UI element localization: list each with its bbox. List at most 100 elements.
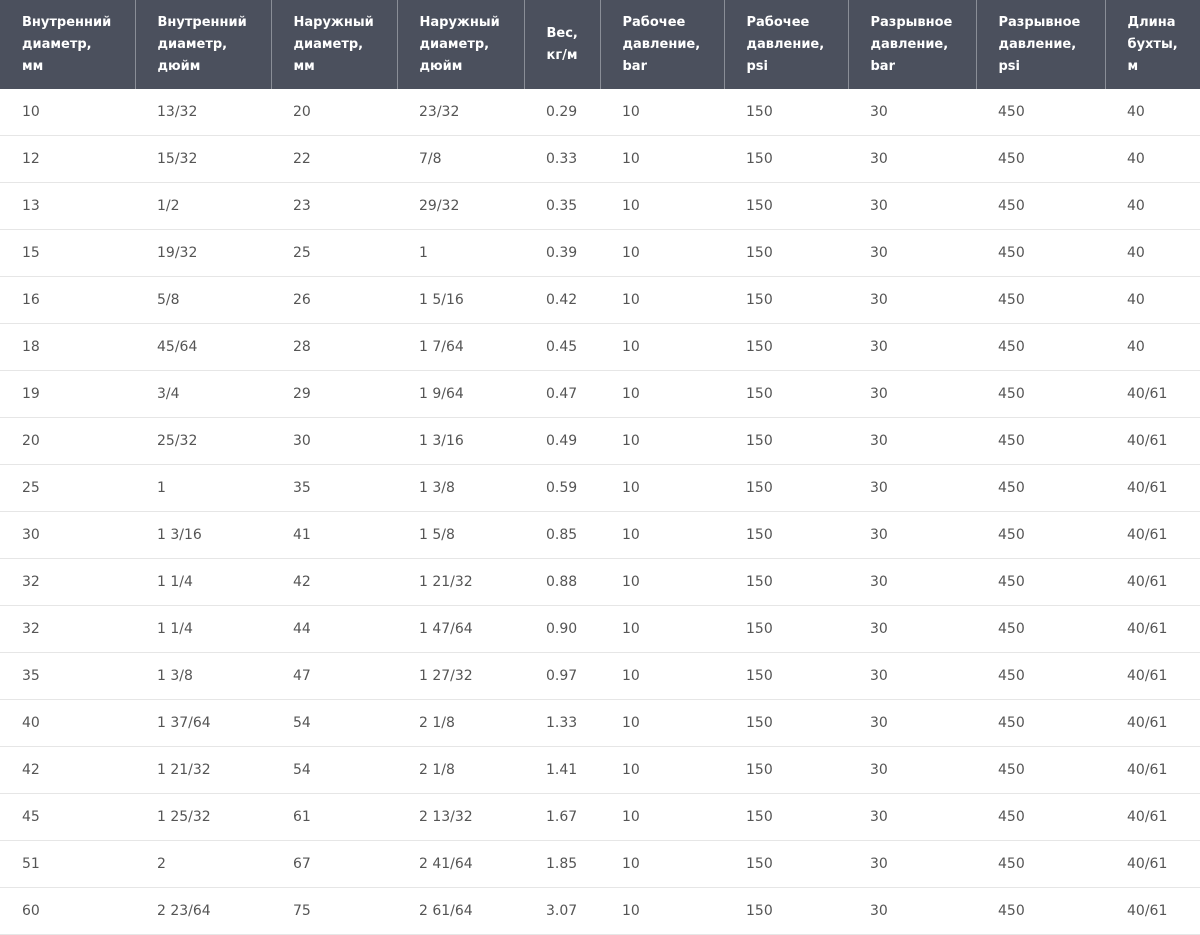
header-line: мм [294, 56, 397, 78]
table-cell: 32 [0, 559, 135, 606]
table-cell: 3.07 [524, 888, 600, 935]
table-cell: 45 [0, 794, 135, 841]
table-cell: 75 [271, 888, 397, 935]
table-cell: 450 [976, 841, 1105, 888]
table-cell: 3/4 [135, 371, 271, 418]
header-line: Разрывное [871, 12, 976, 34]
table-cell: 25 [271, 230, 397, 277]
header-line: psi [747, 56, 848, 78]
table-cell: 450 [976, 230, 1105, 277]
table-cell: 0.90 [524, 606, 600, 653]
table-cell: 10 [600, 700, 724, 747]
table-cell: 0.49 [524, 418, 600, 465]
table-cell: 0.45 [524, 324, 600, 371]
header-line: Рабочее [623, 12, 724, 34]
table-cell: 40 [1105, 230, 1200, 277]
table-cell: 1 47/64 [397, 606, 524, 653]
table-cell: 1 3/16 [397, 418, 524, 465]
table-cell: 30 [848, 606, 976, 653]
table-cell: 13 [0, 183, 135, 230]
table-cell: 0.42 [524, 277, 600, 324]
table-cell: 10 [600, 277, 724, 324]
table-cell: 40/61 [1105, 512, 1200, 559]
header-line: диаметр, [22, 34, 135, 56]
table-cell: 1 9/64 [397, 371, 524, 418]
header-line: Наружный [420, 12, 524, 34]
table-cell: 1 27/32 [397, 653, 524, 700]
table-cell: 19 [0, 371, 135, 418]
table-cell: 0.29 [524, 89, 600, 136]
table-cell: 150 [724, 183, 848, 230]
table-cell: 1 5/8 [397, 512, 524, 559]
table-cell: 2 61/64 [397, 888, 524, 935]
table-cell: 1 37/64 [135, 700, 271, 747]
table-cell: 44 [271, 606, 397, 653]
table-cell: 40/61 [1105, 888, 1200, 935]
header-line: бухты, [1128, 34, 1200, 56]
header-line: м [1128, 56, 1200, 78]
table-cell: 10 [600, 653, 724, 700]
table-cell: 450 [976, 418, 1105, 465]
table-cell: 150 [724, 794, 848, 841]
table-cell: 25/32 [135, 418, 271, 465]
table-cell: 1.33 [524, 700, 600, 747]
header-line: давление, [747, 34, 848, 56]
table-cell: 10 [600, 512, 724, 559]
table-cell: 450 [976, 371, 1105, 418]
header-cell: Вес,кг/м [524, 0, 600, 89]
table-cell: 23/32 [397, 89, 524, 136]
table-cell: 10 [600, 371, 724, 418]
table-cell: 7/8 [397, 136, 524, 183]
header-line: диаметр, [294, 34, 397, 56]
table-cell: 450 [976, 700, 1105, 747]
table-cell: 450 [976, 888, 1105, 935]
table-cell: 0.97 [524, 653, 600, 700]
table-cell: 40/61 [1105, 841, 1200, 888]
table-cell: 1 5/16 [397, 277, 524, 324]
table-cell: 40 [0, 700, 135, 747]
table-cell: 10 [600, 465, 724, 512]
table-cell: 1 3/8 [135, 653, 271, 700]
table-cell: 29 [271, 371, 397, 418]
table-cell: 10 [600, 888, 724, 935]
table-cell: 450 [976, 324, 1105, 371]
table-cell: 30 [848, 277, 976, 324]
table-cell: 30 [848, 559, 976, 606]
table-cell: 12 [0, 136, 135, 183]
table-cell: 0.88 [524, 559, 600, 606]
table-cell: 0.47 [524, 371, 600, 418]
table-cell: 450 [976, 794, 1105, 841]
header-line: Рабочее [747, 12, 848, 34]
table-cell: 1 21/32 [135, 747, 271, 794]
table-cell: 0.35 [524, 183, 600, 230]
table-cell: 150 [724, 324, 848, 371]
table-cell: 150 [724, 512, 848, 559]
header-line: давление, [623, 34, 724, 56]
header-line: bar [623, 56, 724, 78]
table-cell: 1 [135, 465, 271, 512]
table-cell: 10 [600, 230, 724, 277]
table-cell: 450 [976, 559, 1105, 606]
header-line: Вес, [547, 23, 600, 45]
table-cell: 40 [1105, 89, 1200, 136]
table-cell: 30 [848, 324, 976, 371]
table-cell: 5/8 [135, 277, 271, 324]
table-cell: 1.41 [524, 747, 600, 794]
table-cell: 0.59 [524, 465, 600, 512]
table-cell: 40/61 [1105, 653, 1200, 700]
